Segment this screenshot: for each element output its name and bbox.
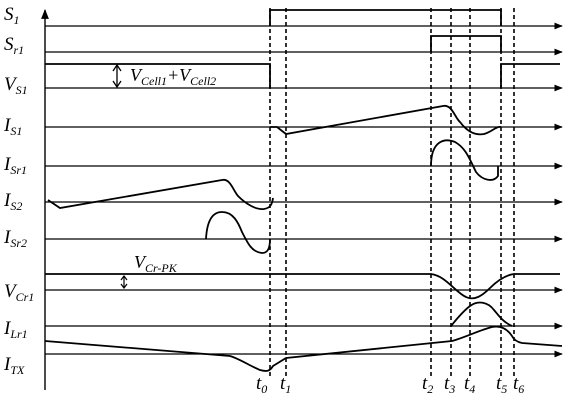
time-label-t3: t3 [444, 373, 455, 396]
label-isr1: ISr1 [3, 154, 27, 177]
waveform-sr1 [430, 35, 502, 52]
waveform-vcr1 [45, 273, 560, 300]
label-is1: IS1 [3, 115, 22, 138]
time-label-t4: t4 [464, 373, 475, 396]
vcr-pk-annotation: VCr-PK [134, 252, 178, 275]
label-sr1: Sr1 [4, 34, 24, 57]
time-label-t6: t6 [513, 373, 524, 396]
waveform-s1 [269, 9, 502, 26]
waveform-itx [44, 325, 563, 372]
label-vs1: VS1 [4, 74, 28, 97]
waveform-ilr1 [450, 301, 513, 327]
vcell-arrow [112, 63, 122, 89]
time-label-t2: t2 [422, 373, 433, 396]
label-ilr1: ILr1 [3, 318, 28, 341]
time-label-t0: t0 [256, 373, 267, 396]
signal-labels: S1 Sr1 VS1 IS1 ISr1 IS2 ISr2 VCr1 ILr1 I… [3, 4, 34, 377]
vcell-annotation: VCell1+VCell2 [130, 65, 216, 88]
waveform-isr1 [430, 139, 499, 181]
label-vcr1: VCr1 [4, 281, 34, 304]
time-labels: t0 t1 t2 t3 t4 t5 t6 [256, 373, 524, 396]
waveforms [44, 9, 563, 372]
label-is2: IS2 [3, 190, 22, 213]
time-marker-lines [269, 8, 515, 378]
label-isr2: ISr2 [3, 227, 27, 250]
vcr-pk-arrow [120, 275, 128, 289]
waveform-isr2 [205, 211, 271, 254]
waveform-is1 [270, 105, 502, 136]
waveform-vs1 [45, 63, 560, 88]
label-itx: ITX [3, 354, 25, 377]
waveform-is2 [47, 178, 274, 210]
baselines [45, 22, 563, 358]
time-label-t5: t5 [496, 373, 507, 396]
time-label-t1: t1 [280, 373, 291, 396]
label-s1: S1 [4, 4, 20, 27]
